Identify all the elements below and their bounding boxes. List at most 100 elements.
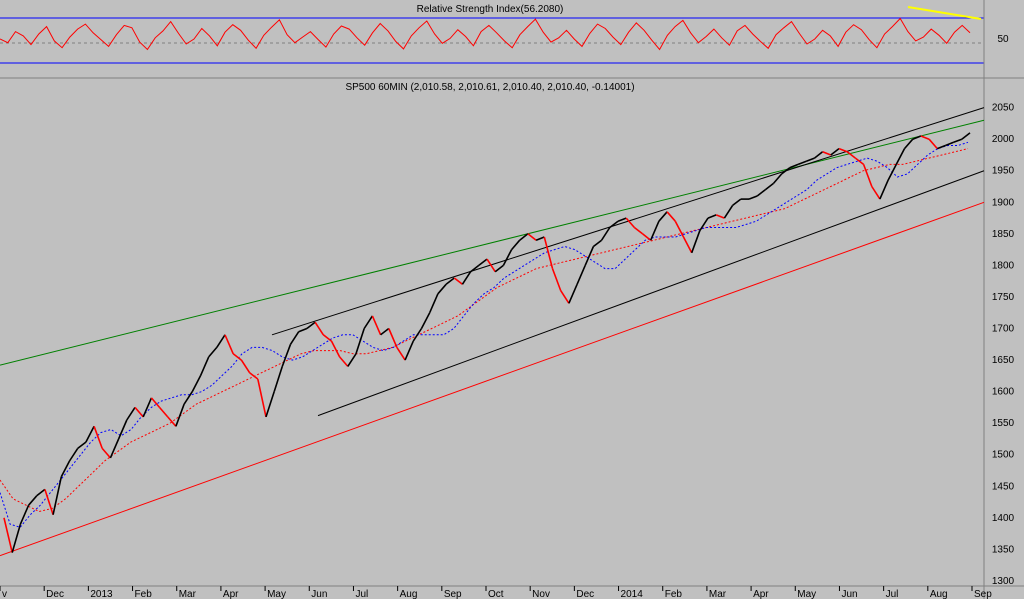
y-tick-label: 1700 (992, 324, 1015, 335)
x-tick-label: Feb (665, 589, 683, 599)
price-segment (109, 438, 120, 459)
price-segment (903, 138, 914, 150)
x-tick-label: v (2, 589, 7, 599)
price-segment (167, 416, 177, 427)
price-segment (764, 182, 774, 191)
price-segment (306, 321, 316, 330)
price-segment (388, 328, 398, 348)
price-segment (568, 283, 578, 304)
price-segment (27, 495, 38, 506)
slow-moving-average-line (0, 148, 969, 513)
price-segment (240, 359, 251, 374)
x-tick-label: Mar (709, 589, 727, 599)
price-segment (249, 372, 259, 380)
y-tick-label: 1350 (992, 544, 1015, 555)
price-segment (953, 138, 963, 144)
price-segment (396, 346, 406, 361)
price-segment (642, 233, 652, 241)
price-segment (68, 447, 79, 462)
price-segment (690, 230, 701, 254)
price-segment (175, 403, 185, 427)
price-segment (44, 489, 54, 515)
price-segment (322, 334, 332, 342)
x-tick-label: Jun (841, 589, 857, 599)
x-tick-label: Jul (886, 589, 899, 599)
price-segment (232, 353, 242, 361)
x-tick-label: Nov (532, 589, 550, 599)
price-segment (445, 277, 455, 285)
price-segment (134, 406, 144, 418)
price-segment (871, 186, 881, 200)
price-segment (527, 233, 537, 241)
price-segment (142, 397, 153, 418)
y-tick-label: 1900 (992, 197, 1015, 208)
trendline-layer (0, 119, 985, 557)
y-tick-label: 1750 (992, 292, 1015, 303)
price-segment (674, 220, 685, 238)
x-tick-label: Sep (444, 589, 462, 599)
time-x-axis: v Dec 2013 Feb Mar Apr May Jun Jul Aug Sep Oct Nov De… (0, 586, 992, 599)
price-segment (535, 236, 545, 241)
y-tick-label: 2050 (992, 103, 1015, 114)
price-segment (85, 425, 95, 443)
price-segment (330, 340, 341, 358)
x-tick-label: Jul (355, 589, 368, 599)
price-segment (592, 239, 603, 248)
price-segment (428, 293, 439, 314)
price-series (3, 132, 971, 553)
price-segment (937, 144, 946, 150)
price-segment (756, 189, 766, 197)
price-segment (560, 290, 570, 304)
x-tick-label: 2014 (621, 589, 644, 599)
x-tick-label: Apr (223, 589, 239, 599)
y-tick-label: 1800 (992, 260, 1015, 271)
x-tick-label: Apr (753, 589, 769, 599)
price-segment (208, 346, 218, 358)
price-segment (52, 476, 63, 515)
price-segment (723, 204, 734, 219)
price-segment (257, 378, 267, 418)
price-segment (797, 160, 807, 166)
y-tick-label: 1300 (992, 576, 1015, 587)
price-segment (961, 132, 971, 140)
price-segment (887, 164, 898, 181)
price-segment (846, 151, 856, 159)
price-segment (363, 315, 374, 329)
price-segment (928, 138, 938, 150)
price-segment (224, 334, 234, 355)
price-segment (666, 211, 676, 222)
price-segment (732, 198, 742, 207)
price-segment (191, 375, 202, 392)
x-tick-label: Jun (311, 589, 327, 599)
x-tick-label: Dec (576, 589, 594, 599)
y-tick-label: 1500 (992, 450, 1015, 461)
rsi-trendline (907, 6, 982, 20)
price-segment (298, 327, 308, 333)
channel-layer (271, 107, 985, 417)
price-segment (216, 334, 226, 348)
price-segment (11, 523, 22, 553)
y-tick-label: 2000 (992, 134, 1015, 145)
price-segment (830, 147, 840, 156)
price-segment (543, 236, 554, 269)
price-segment (682, 236, 693, 254)
price-segment (879, 179, 889, 200)
price-y-axis: 2050 2000 1950 1900 1850 1800 1750 1700 1650 1600… (992, 103, 1015, 587)
price-segment (658, 211, 668, 222)
price-segment (609, 220, 619, 229)
price-segment (199, 356, 210, 377)
price-segment (912, 135, 922, 140)
price-segment (617, 217, 627, 222)
price-segment (584, 246, 595, 266)
y-tick-label: 1850 (992, 229, 1015, 240)
price-segment (347, 353, 357, 367)
price-segment (806, 157, 815, 163)
price-segment (412, 328, 423, 342)
price-segment (437, 283, 447, 295)
x-tick-label: Oct (488, 589, 504, 599)
price-segment (699, 217, 709, 232)
price-segment (895, 148, 906, 165)
x-tick-label: Sep (974, 589, 992, 599)
red-trendline (0, 201, 985, 557)
price-segment (93, 426, 103, 449)
